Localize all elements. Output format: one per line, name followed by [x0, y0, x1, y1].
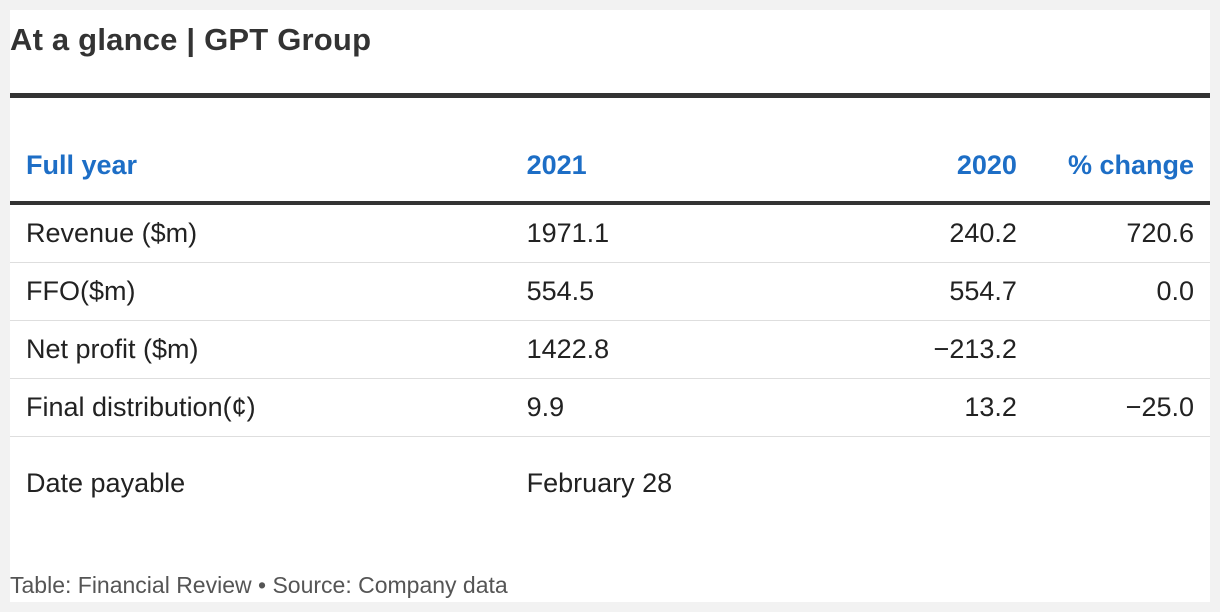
table-row: Date payable February 28 [10, 437, 1210, 530]
row-label: FFO($m) [10, 262, 511, 321]
table-row: FFO($m) 554.5 554.7 0.0 [10, 262, 1210, 321]
cell-2021: 554.5 [510, 262, 720, 321]
cell-pct-change [1032, 320, 1210, 379]
column-header-full-year: Full year [10, 98, 511, 205]
cell-pct-change [1033, 437, 1210, 530]
source-footer: Table: Financial Review • Source: Compan… [10, 572, 508, 598]
top-rule [10, 93, 1210, 98]
cell-2021: 9.9 [510, 378, 720, 437]
cell-2021: February 28 [526, 467, 673, 498]
data-table: Full year 2021 2020 % change Revenue ($m… [10, 98, 1210, 529]
cell-2020: −213.2 [719, 320, 1033, 379]
cell-2020: 554.7 [719, 262, 1033, 321]
cell-pct-change: −25.0 [1032, 378, 1210, 437]
table-row: Net profit ($m) 1422.8 −213.2 [10, 320, 1210, 379]
table-card: At a glance | GPT Group Full year 2021 2… [10, 10, 1210, 602]
column-header-pct-change: % change [1032, 98, 1210, 205]
table-row: Revenue ($m) 1971.1 240.2 720.6 [10, 203, 1210, 263]
column-header-2021: 2021 [510, 98, 720, 205]
row-label: Net profit ($m) [10, 320, 511, 379]
cell-pct-change: 0.0 [1032, 262, 1210, 321]
column-header-2020: 2020 [719, 98, 1033, 205]
row-label: Date payable [26, 467, 186, 498]
table-row: Final distribution(¢) 9.9 13.2 −25.0 [10, 378, 1210, 437]
cell-2020 [720, 437, 1033, 530]
chart-title: At a glance | GPT Group [10, 22, 372, 57]
cell-2021: 1971.1 [510, 203, 720, 263]
cell-2020: 13.2 [719, 378, 1033, 437]
row-label: Revenue ($m) [10, 203, 511, 263]
header-row: Full year 2021 2020 % change [10, 98, 1210, 205]
row-label: Final distribution(¢) [10, 378, 511, 437]
cell-pct-change: 720.6 [1032, 203, 1210, 263]
cell-2021: 1422.8 [510, 320, 720, 379]
cell-2020: 240.2 [719, 203, 1033, 263]
